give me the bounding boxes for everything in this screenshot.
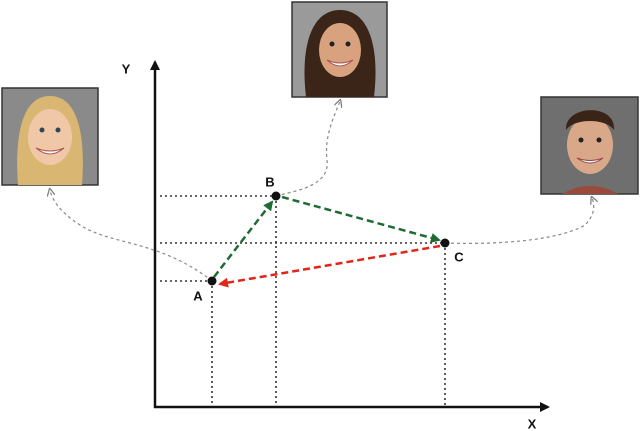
photo-top — [291, 1, 388, 98]
point-c — [440, 238, 450, 248]
photo-left — [1, 87, 99, 186]
point-label: C — [454, 249, 464, 264]
arrow-b-c — [281, 195, 441, 243]
point-label: A — [193, 288, 203, 303]
y-axis-label: Y — [122, 61, 131, 76]
photo-right — [540, 96, 639, 195]
x-axis-label: X — [528, 416, 537, 431]
photo-links — [50, 101, 594, 282]
arrow-a-b — [213, 200, 274, 278]
guides — [160, 195, 446, 405]
point-b — [271, 191, 281, 201]
arrow-c-a — [218, 244, 441, 288]
point-label: B — [265, 174, 274, 189]
point-a — [207, 276, 217, 286]
